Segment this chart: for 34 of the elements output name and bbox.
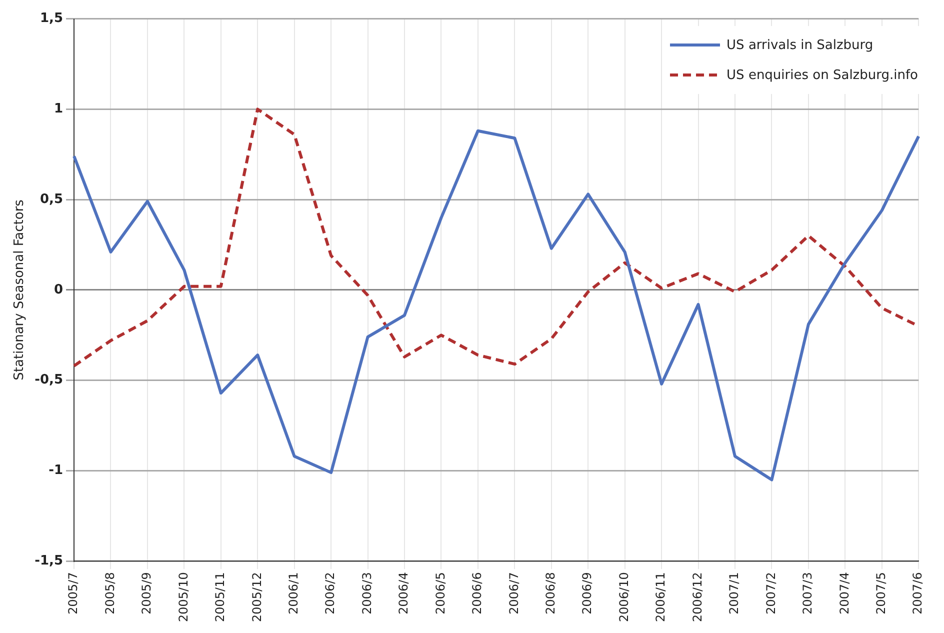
y-tick-label: 0 bbox=[54, 282, 64, 298]
x-tick-label: 2005/9 bbox=[140, 572, 154, 614]
x-tick-label: 2005/8 bbox=[102, 572, 117, 614]
x-tick-label: 2006/10 bbox=[616, 572, 631, 622]
legend-label: US enquiries on Salzburg.info bbox=[726, 68, 918, 82]
legend-label: US arrivals in Salzburg bbox=[726, 38, 874, 52]
x-tick-label: 2005/12 bbox=[250, 572, 264, 622]
x-tick-label: 2006/3 bbox=[360, 572, 374, 614]
x-tick-label: 2005/7 bbox=[66, 572, 80, 614]
x-tick-label: 2007/3 bbox=[800, 572, 815, 614]
x-tick-label: 2007/2 bbox=[764, 572, 778, 614]
x-tick-label: 2006/1 bbox=[286, 572, 300, 614]
x-tick-label: 2006/5 bbox=[433, 572, 448, 614]
x-tick-label: 2007/6 bbox=[910, 572, 925, 614]
x-tick-label: 2007/5 bbox=[874, 572, 888, 614]
x-tick-label: 2006/7 bbox=[506, 572, 521, 614]
x-tick-label: 2005/10 bbox=[176, 572, 190, 622]
x-tick-label: 2006/6 bbox=[470, 572, 484, 614]
x-tick-label: 2006/9 bbox=[580, 572, 594, 614]
x-tick-label: 2006/11 bbox=[654, 572, 668, 622]
y-tick-label: 1 bbox=[54, 102, 64, 117]
x-tick-label: 2006/8 bbox=[544, 572, 558, 614]
y-tick-label: -1 bbox=[48, 463, 64, 478]
x-tick-label: 2006/2 bbox=[323, 572, 338, 614]
y-tick-label: -1,5 bbox=[34, 554, 64, 569]
x-tick-label: 2006/12 bbox=[690, 572, 704, 622]
x-tick-label: 2006/4 bbox=[396, 572, 411, 614]
y-axis-title: Stationary Seasonal Factors bbox=[12, 199, 28, 380]
y-tick-label: -0,5 bbox=[34, 372, 64, 388]
x-tick-label: 2007/4 bbox=[837, 572, 852, 614]
x-tick-label: 2005/11 bbox=[213, 572, 228, 622]
y-tick-label: 0,5 bbox=[40, 192, 64, 207]
y-tick-label: 1,5 bbox=[40, 11, 64, 26]
x-tick-label: 2007/1 bbox=[727, 572, 742, 614]
